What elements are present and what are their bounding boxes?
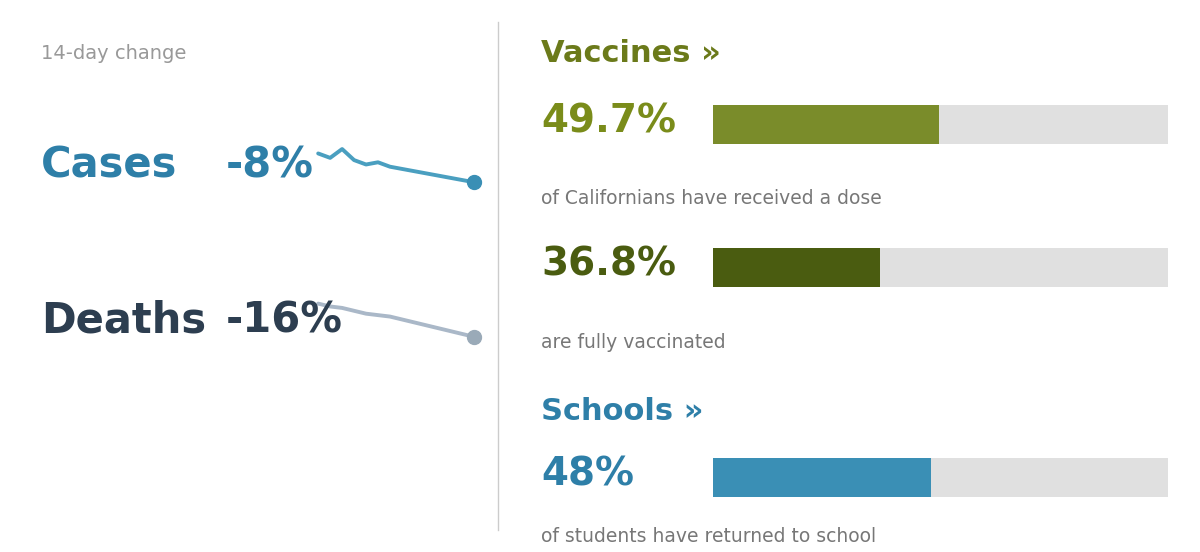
Text: 14-day change: 14-day change [41, 44, 186, 63]
Bar [713, 248, 1168, 287]
Text: -8%: -8% [226, 145, 314, 187]
Text: of Californians have received a dose: of Californians have received a dose [541, 189, 882, 208]
Text: Deaths: Deaths [41, 299, 206, 341]
Text: 49.7%: 49.7% [541, 103, 677, 140]
Text: -16%: -16% [226, 299, 343, 341]
Bar [713, 458, 931, 497]
Text: 36.8%: 36.8% [541, 246, 677, 284]
Text: Vaccines »: Vaccines » [541, 39, 721, 68]
Text: are fully vaccinated: are fully vaccinated [541, 333, 726, 352]
Bar [713, 105, 940, 144]
Text: 48%: 48% [541, 456, 635, 493]
Text: Schools »: Schools » [541, 397, 703, 427]
Text: Cases: Cases [41, 145, 178, 187]
Bar [713, 458, 1168, 497]
Bar [713, 105, 1168, 144]
Text: of students have returned to school: of students have returned to school [541, 528, 876, 546]
Bar [713, 248, 881, 287]
